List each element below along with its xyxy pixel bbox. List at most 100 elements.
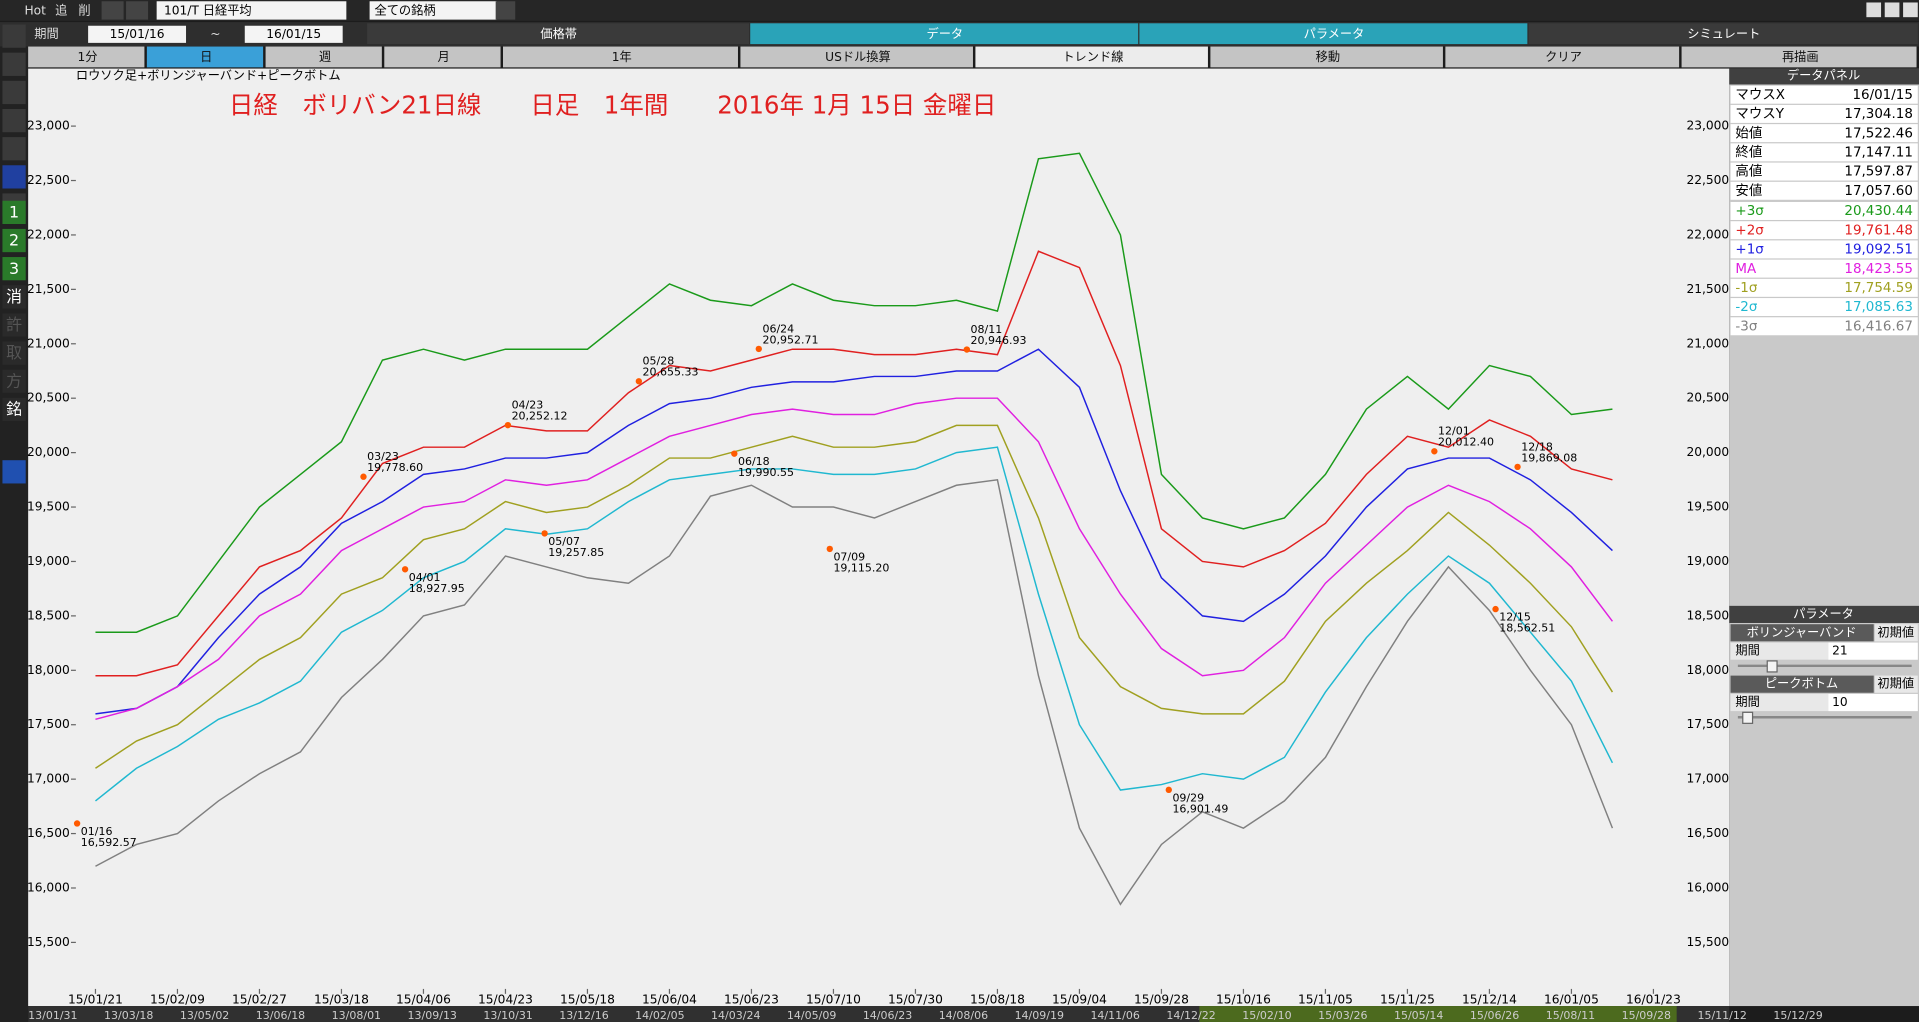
- side-button[interactable]: [2, 397, 26, 422]
- period-button[interactable]: [265, 46, 382, 68]
- reset-label[interactable]: 初期値: [1877, 624, 1914, 639]
- side-button[interactable]: [2, 228, 26, 253]
- y-tick-label-right: 22,000: [1686, 227, 1729, 241]
- side-label[interactable]: 消: [6, 287, 22, 306]
- side-button[interactable]: [2, 200, 26, 225]
- period-button[interactable]: [1210, 46, 1443, 68]
- period-label[interactable]: 月: [438, 50, 450, 64]
- reset-button[interactable]: [1874, 624, 1918, 642]
- navigator-label: 13/12/16: [559, 1009, 608, 1022]
- period-button[interactable]: [503, 46, 738, 68]
- period-label[interactable]: 1分: [78, 50, 98, 64]
- side-label[interactable]: 銘: [6, 400, 22, 419]
- navigator-label: 14/11/06: [1090, 1009, 1139, 1022]
- next-button[interactable]: [126, 1, 149, 20]
- to-box[interactable]: [244, 25, 343, 43]
- minimize-button[interactable]: [1866, 2, 1882, 18]
- band-label: +3σ: [1735, 204, 1764, 219]
- period-label[interactable]: 1年: [612, 50, 632, 64]
- dropdown-button[interactable]: [495, 1, 516, 20]
- period-button[interactable]: [740, 46, 973, 68]
- x-tick-label: 15/02/09: [150, 992, 205, 1006]
- maximize-button[interactable]: [1884, 2, 1900, 18]
- side-label[interactable]: 1: [9, 202, 19, 221]
- side-label[interactable]: 許: [6, 315, 22, 334]
- delete-button[interactable]: 削: [78, 4, 90, 18]
- panel-row-label: マウスY: [1735, 106, 1784, 122]
- from-box[interactable]: [88, 25, 187, 43]
- param-input[interactable]: [1828, 693, 1918, 712]
- period-button[interactable]: [975, 46, 1208, 68]
- panel-row-label: マウスX: [1735, 87, 1785, 103]
- tool-icon[interactable]: [2, 24, 26, 48]
- tab[interactable]: [1528, 23, 1918, 45]
- period-label[interactable]: クリア: [1545, 50, 1582, 64]
- y-tick-label-right: 18,500: [1686, 608, 1729, 622]
- period-button[interactable]: [384, 46, 501, 68]
- range-from[interactable]: 15/01/16: [110, 27, 165, 41]
- tool-icon[interactable]: [2, 165, 26, 189]
- side-label[interactable]: 3: [9, 259, 19, 278]
- tab[interactable]: [750, 23, 1139, 45]
- param-input[interactable]: [1828, 642, 1918, 660]
- navigator-label: 15/02/10: [1242, 1009, 1291, 1022]
- tool-icon[interactable]: [2, 80, 26, 105]
- tab-label[interactable]: パラメータ: [1304, 27, 1365, 41]
- reset-button[interactable]: [1874, 675, 1918, 693]
- panel-row-label: 安値: [1735, 183, 1762, 199]
- period-label[interactable]: USドル換算: [825, 49, 891, 64]
- tab-label[interactable]: データ: [926, 26, 963, 41]
- period-button[interactable]: [1681, 46, 1917, 68]
- close-button[interactable]: [1903, 2, 1918, 18]
- slider-thumb[interactable]: [1742, 711, 1754, 724]
- y-tick-label-right: 21,500: [1686, 282, 1729, 296]
- prev-button[interactable]: [101, 1, 124, 20]
- side-label[interactable]: 2: [9, 231, 19, 250]
- tab-label[interactable]: シミュレート: [1687, 27, 1760, 41]
- add-button[interactable]: 追: [55, 3, 67, 18]
- period-button[interactable]: [1445, 46, 1680, 68]
- tool-icon[interactable]: [2, 52, 26, 76]
- x-tick-label: 15/05/18: [560, 992, 615, 1006]
- side-button[interactable]: [2, 313, 26, 337]
- slider-thumb[interactable]: [1766, 660, 1778, 673]
- period-label[interactable]: 再描画: [1782, 50, 1819, 64]
- navigator-label: 15/06/26: [1470, 1009, 1519, 1022]
- side-label[interactable]: 取: [6, 343, 22, 362]
- side-button[interactable]: [2, 341, 26, 365]
- y-tick-label-right: 20,000: [1686, 445, 1729, 459]
- tool-icon[interactable]: [2, 108, 26, 133]
- annotation-value: 20,012.40: [1438, 436, 1494, 449]
- param-value[interactable]: 21: [1832, 644, 1848, 658]
- side-button[interactable]: [2, 369, 26, 393]
- hot-button[interactable]: Hot: [24, 4, 46, 18]
- filter-name[interactable]: 全ての銘柄: [374, 3, 435, 18]
- side-button[interactable]: [2, 285, 26, 309]
- navigator-label: 14/05/09: [787, 1009, 836, 1022]
- chart-subtitle: ロウソク足+ボリンジャーバンド+ピークボトム: [76, 68, 341, 82]
- period-button[interactable]: [146, 46, 264, 68]
- panel-row: [1730, 259, 1918, 278]
- range-to[interactable]: 16/01/15: [266, 27, 321, 41]
- param-value[interactable]: 10: [1832, 695, 1848, 709]
- tab[interactable]: [1139, 23, 1528, 45]
- side-label[interactable]: 方: [6, 371, 22, 390]
- period-label[interactable]: 週: [319, 50, 331, 64]
- period-label[interactable]: 移動: [1316, 50, 1340, 64]
- annotation-date: 07/09: [833, 550, 865, 563]
- period-label[interactable]: 日: [200, 50, 212, 64]
- tab-label[interactable]: 価格帯: [540, 26, 577, 41]
- panel-row: [1730, 278, 1918, 297]
- side-button[interactable]: [2, 257, 26, 281]
- navigator-window[interactable]: [1199, 1006, 1677, 1022]
- reset-label[interactable]: 初期値: [1877, 676, 1914, 691]
- period-label[interactable]: トレンド線: [1062, 49, 1123, 64]
- band-line: [95, 397, 1614, 720]
- period-button[interactable]: [28, 46, 145, 68]
- tab[interactable]: [367, 23, 749, 45]
- tool-icon[interactable]: [2, 137, 26, 161]
- settings-icon[interactable]: [2, 460, 26, 484]
- navigator-label: 13/10/31: [483, 1009, 532, 1022]
- panel-row: [1730, 221, 1918, 240]
- y-tick-label-right: 19,000: [1686, 554, 1729, 568]
